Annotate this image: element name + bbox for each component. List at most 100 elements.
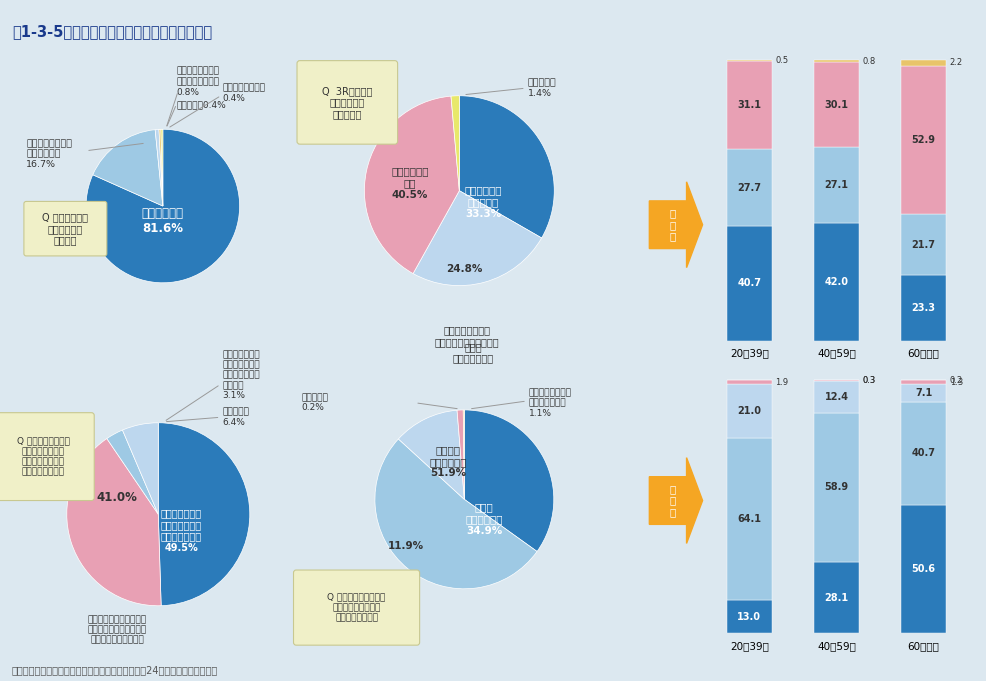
Bar <box>726 601 771 633</box>
Text: 30.1: 30.1 <box>823 99 848 110</box>
Wedge shape <box>398 410 463 499</box>
Wedge shape <box>375 439 536 589</box>
Wedge shape <box>161 129 163 206</box>
Text: 言葉の意味を
知っている
33.3%: 言葉の意味を 知っている 33.3% <box>463 185 501 219</box>
Text: 12.4: 12.4 <box>823 392 848 402</box>
Text: 年
齢
別: 年 齢 別 <box>669 208 674 241</box>
FancyBboxPatch shape <box>24 202 106 256</box>
Bar <box>726 148 771 226</box>
Bar <box>900 215 946 275</box>
Text: 現在の生活水準
を落とすことで
あり、受け入れ
られない
3.1%: 現在の生活水準 を落とすことで あり、受け入れ られない 3.1% <box>222 350 259 400</box>
Bar <box>900 383 946 402</box>
Text: 27.1: 27.1 <box>823 180 848 190</box>
Text: あまり
実施していない: あまり 実施していない <box>453 342 493 364</box>
Wedge shape <box>458 96 554 238</box>
Text: 27.7: 27.7 <box>737 183 760 193</box>
Text: ほとんど（全く）
実施していない
1.1%: ほとんど（全く） 実施していない 1.1% <box>528 388 571 417</box>
Bar <box>900 66 946 215</box>
Text: 21.7: 21.7 <box>911 240 935 250</box>
Wedge shape <box>364 96 458 274</box>
Text: 58.9: 58.9 <box>823 482 848 492</box>
Bar <box>813 223 858 340</box>
Text: 42.0: 42.0 <box>823 276 848 287</box>
Wedge shape <box>155 129 163 206</box>
Text: 0.5: 0.5 <box>775 57 788 65</box>
Wedge shape <box>106 430 158 514</box>
Text: Q 循環型社会を形成
する施策を進めて
いくことをどのよ
うに思いますか？: Q 循環型社会を形成 する施策を進めて いくことをどのよ うに思いますか？ <box>17 437 70 477</box>
Text: わからない
0.2%: わからない 0.2% <box>302 393 328 413</box>
Wedge shape <box>86 129 240 283</box>
Bar <box>900 275 946 340</box>
Bar <box>726 226 771 340</box>
Wedge shape <box>159 129 163 206</box>
Text: 31.1: 31.1 <box>737 100 760 110</box>
Wedge shape <box>457 410 463 499</box>
Text: 1.3: 1.3 <box>949 377 962 387</box>
Bar <box>900 60 946 66</box>
Bar <box>813 379 858 381</box>
Text: いつも
実施している
34.9%: いつも 実施している 34.9% <box>464 503 502 536</box>
Text: 52.9: 52.9 <box>911 135 935 145</box>
Text: 重要だと思う
81.6%: 重要だと思う 81.6% <box>142 208 183 236</box>
Bar <box>813 60 858 63</box>
Text: できる部分から
循環型社会に移
行すべきである
49.5%: できる部分から 循環型社会に移 行すべきである 49.5% <box>161 508 201 553</box>
Text: 0.2: 0.2 <box>949 376 962 385</box>
Text: 41.0%: 41.0% <box>97 491 137 505</box>
FancyBboxPatch shape <box>293 570 419 645</box>
Wedge shape <box>463 410 553 552</box>
Text: どちらかといえば
重要だと思う
16.7%: どちらかといえば 重要だと思う 16.7% <box>27 139 72 169</box>
Text: 0.3: 0.3 <box>862 377 875 385</box>
Polygon shape <box>649 182 702 268</box>
Text: 40.7: 40.7 <box>737 279 760 289</box>
Text: 24.8%: 24.8% <box>446 264 482 274</box>
Text: 64.1: 64.1 <box>737 514 760 524</box>
Text: ある程度
実施している
51.9%: ある程度 実施している 51.9% <box>429 445 466 478</box>
Text: Q  3Rの言葉の
意味を知って
いますか？: Q 3Rの言葉の 意味を知って いますか？ <box>321 86 372 119</box>
Text: 聞いたことも
ない
40.5%: 聞いたことも ない 40.5% <box>390 166 428 200</box>
Wedge shape <box>93 129 163 206</box>
Bar <box>813 413 858 562</box>
Text: 13.0: 13.0 <box>737 612 760 622</box>
Text: 資料：内閣府「環境問題に関する世論調査」（平成24年度）より環境省作成: 資料：内閣府「環境問題に関する世論調査」（平成24年度）より環境省作成 <box>12 665 218 676</box>
Text: わからない0.4%: わからない0.4% <box>176 100 226 109</box>
Bar <box>726 379 771 385</box>
Bar <box>813 63 858 146</box>
Bar <box>726 385 771 438</box>
Text: 23.3: 23.3 <box>911 303 935 313</box>
Text: 1.9: 1.9 <box>775 377 788 387</box>
Bar <box>813 562 858 633</box>
Bar <box>726 438 771 601</box>
Text: 意味は知らないが
言葉は聞いたことがある: 意味は知らないが 言葉は聞いたことがある <box>434 326 499 347</box>
Text: 28.1: 28.1 <box>823 592 848 603</box>
Wedge shape <box>122 423 158 514</box>
Bar <box>726 61 771 148</box>
Wedge shape <box>158 423 249 605</box>
Text: Q ゴミを少なくする配
慮やリサイクルを実
施していますか？: Q ゴミを少なくする配 慮やリサイクルを実 施していますか？ <box>327 592 386 622</box>
Text: 21.0: 21.0 <box>737 406 760 416</box>
Text: Q ゴミの問題は
重要だと思い
ますか？: Q ゴミの問題は 重要だと思い ますか？ <box>42 212 89 245</box>
Wedge shape <box>462 410 463 499</box>
Text: わからない
1.4%: わからない 1.4% <box>528 78 556 98</box>
Text: 0.3: 0.3 <box>862 375 875 385</box>
Text: 図1-3-5　循環型社会の形成に関する意識調査: 図1-3-5 循環型社会の形成に関する意識調査 <box>12 24 212 39</box>
Text: 生活水準が落ちることに
なっても、循環型社会へ
の移行はやむを得ない: 生活水準が落ちることに なっても、循環型社会へ の移行はやむを得ない <box>88 615 147 645</box>
Text: 50.6: 50.6 <box>911 564 935 574</box>
FancyBboxPatch shape <box>297 61 397 144</box>
Text: 40.7: 40.7 <box>911 448 935 458</box>
Wedge shape <box>413 191 541 285</box>
Text: どちらかといえば
重要だと思わない
0.8%: どちらかといえば 重要だと思わない 0.8% <box>176 67 220 97</box>
Bar <box>813 146 858 223</box>
Bar <box>900 381 946 383</box>
Text: 0.8: 0.8 <box>862 57 875 65</box>
Text: 7.1: 7.1 <box>914 387 932 398</box>
Bar <box>900 402 946 505</box>
Bar <box>726 60 771 61</box>
FancyBboxPatch shape <box>0 413 94 501</box>
Text: 年
齢
別: 年 齢 別 <box>669 484 674 517</box>
Bar <box>900 505 946 633</box>
Text: 重要だと思わない
0.4%: 重要だと思わない 0.4% <box>223 84 265 103</box>
Wedge shape <box>67 439 161 606</box>
Wedge shape <box>451 96 458 191</box>
Text: 2.2: 2.2 <box>949 59 962 67</box>
Bar <box>813 381 858 413</box>
